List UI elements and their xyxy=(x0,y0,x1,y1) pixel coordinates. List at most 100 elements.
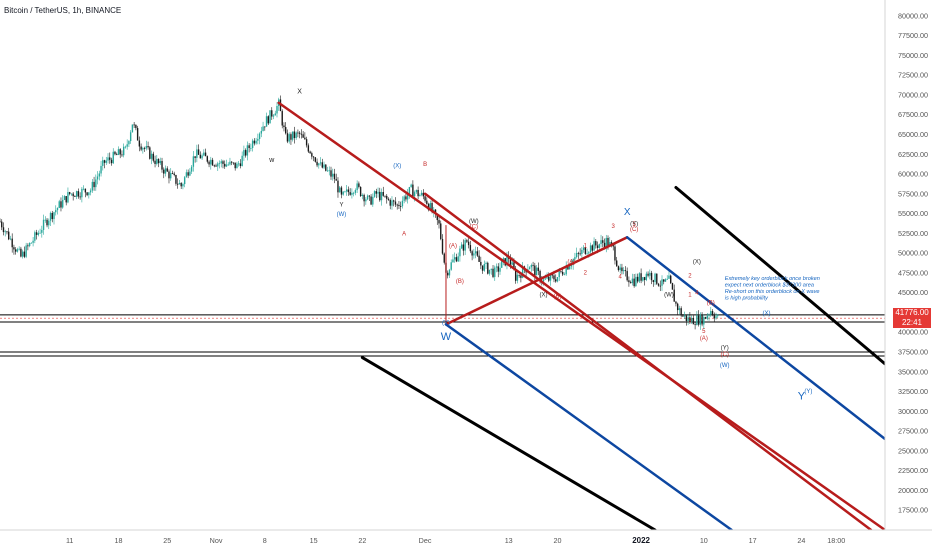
candle-body xyxy=(692,318,695,325)
candle-body xyxy=(297,132,299,134)
candle-body xyxy=(290,134,292,140)
candle-body xyxy=(319,162,322,164)
candle-body xyxy=(544,278,546,280)
wave-label: (B) xyxy=(456,279,464,285)
candle-body xyxy=(340,187,343,195)
candle-body xyxy=(58,201,60,208)
candle-body xyxy=(8,231,10,240)
candle-body xyxy=(206,156,209,162)
candle-body xyxy=(516,274,519,281)
candle-body xyxy=(225,164,228,167)
candle-body xyxy=(135,124,137,129)
time-tick-label: 10 xyxy=(700,536,708,545)
candle-body xyxy=(112,151,114,164)
candle-body xyxy=(67,192,69,203)
candle-body xyxy=(110,159,113,164)
candle-body xyxy=(56,207,59,211)
candle-body xyxy=(462,244,465,251)
candle-body xyxy=(532,264,534,266)
candle-body xyxy=(16,249,19,252)
price-axis-bg xyxy=(885,0,932,550)
candle-body xyxy=(215,165,217,167)
candle-body xyxy=(579,253,581,255)
candle-body xyxy=(537,267,540,271)
price-tick-label: 72500.00 xyxy=(898,71,928,80)
candle-body xyxy=(670,275,672,284)
candle-body xyxy=(211,159,214,166)
candle-body xyxy=(44,219,46,221)
candle-body xyxy=(93,181,95,188)
candle-body xyxy=(480,261,482,266)
wave-label: 3 xyxy=(612,224,616,230)
candle-body xyxy=(70,193,73,195)
candle-body xyxy=(283,125,285,128)
candle-body xyxy=(562,271,564,275)
candle-body xyxy=(109,157,111,160)
candle-body xyxy=(466,240,468,242)
candle-body xyxy=(286,133,289,142)
candle-body xyxy=(300,133,303,135)
candle-body xyxy=(100,165,102,174)
wave-label: 4 xyxy=(619,274,623,280)
candle-body xyxy=(304,137,306,140)
candle-body xyxy=(347,189,350,193)
candle-body xyxy=(563,274,566,276)
candle-body xyxy=(666,278,668,280)
candle-body xyxy=(98,173,101,177)
candle-body xyxy=(673,289,675,302)
candle-body xyxy=(539,270,541,281)
price-axis[interactable]: 17500.00 20000.00 22500.00 25000.00 27500.00… xyxy=(884,0,932,550)
candle-body xyxy=(189,171,191,176)
time-tick-label: 25 xyxy=(163,536,171,545)
candle-body xyxy=(251,140,254,149)
candle-body xyxy=(455,257,458,262)
price-tick-label: 27500.00 xyxy=(898,427,928,436)
candle-body xyxy=(352,192,355,194)
wave-label: (A) xyxy=(700,336,708,342)
candle-body xyxy=(649,272,651,276)
candle-body xyxy=(704,317,707,319)
candle-body xyxy=(229,161,231,165)
candle-body xyxy=(232,162,235,164)
candle-body xyxy=(410,184,412,188)
candle-body xyxy=(647,273,649,276)
candle-body xyxy=(150,153,153,159)
candle-body xyxy=(136,128,139,141)
candle-body xyxy=(37,232,40,235)
candle-body xyxy=(218,163,221,165)
price-tick-label: 67500.00 xyxy=(898,110,928,119)
candle-body xyxy=(248,145,250,149)
candle-body xyxy=(236,163,238,169)
candle-body xyxy=(164,168,167,174)
candle-body xyxy=(492,268,494,277)
candle-body xyxy=(217,163,219,167)
candle-body xyxy=(616,260,618,267)
candle-body xyxy=(339,187,341,193)
candle-body xyxy=(163,169,165,174)
candle-body xyxy=(293,131,296,139)
candle-body xyxy=(285,127,287,134)
trend-lines[interactable] xyxy=(277,101,887,532)
candle-body xyxy=(422,192,425,197)
candle-body xyxy=(243,150,245,156)
wave-label: 4 xyxy=(695,290,699,296)
candle-body xyxy=(49,212,52,221)
candle-body xyxy=(63,196,66,200)
wave-label: W xyxy=(441,331,452,343)
time-axis[interactable]: 11 18 25 Nov 8 15 22 Dec 13 20 2022 10 17 24 18:00 xyxy=(0,529,932,550)
candle-body xyxy=(332,173,334,177)
wave-label: X xyxy=(624,207,631,218)
wave-label: (W) xyxy=(469,219,479,225)
candle-body xyxy=(126,144,128,147)
candle-body xyxy=(708,314,710,316)
candle-body xyxy=(586,253,588,255)
candle-body xyxy=(626,271,628,281)
candle-body xyxy=(244,150,247,156)
candle-body xyxy=(333,173,336,180)
candle-body xyxy=(192,156,195,167)
candle-body xyxy=(89,190,92,193)
candle-body xyxy=(194,156,196,158)
candle-body xyxy=(13,247,15,250)
candle-body xyxy=(328,170,330,172)
